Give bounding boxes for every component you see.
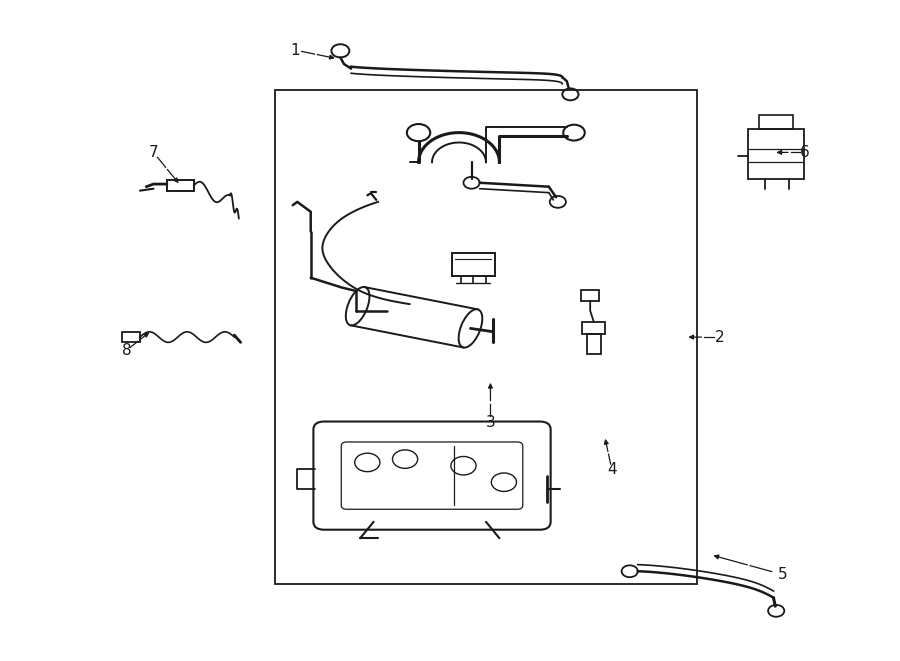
Bar: [452, 253, 495, 276]
Text: 3: 3: [486, 415, 495, 430]
Text: 6: 6: [800, 145, 810, 160]
Text: 1: 1: [291, 43, 301, 58]
Bar: [748, 130, 804, 178]
Text: 5: 5: [778, 567, 788, 582]
Bar: [274, 90, 698, 584]
Bar: [582, 322, 606, 334]
Bar: [587, 334, 601, 354]
Bar: [581, 290, 599, 301]
Bar: [759, 115, 793, 130]
Text: 4: 4: [607, 461, 616, 477]
Bar: [166, 180, 194, 190]
Text: 2: 2: [715, 330, 724, 344]
Bar: [122, 332, 140, 342]
Text: 8: 8: [122, 343, 131, 358]
Text: 7: 7: [148, 145, 158, 160]
